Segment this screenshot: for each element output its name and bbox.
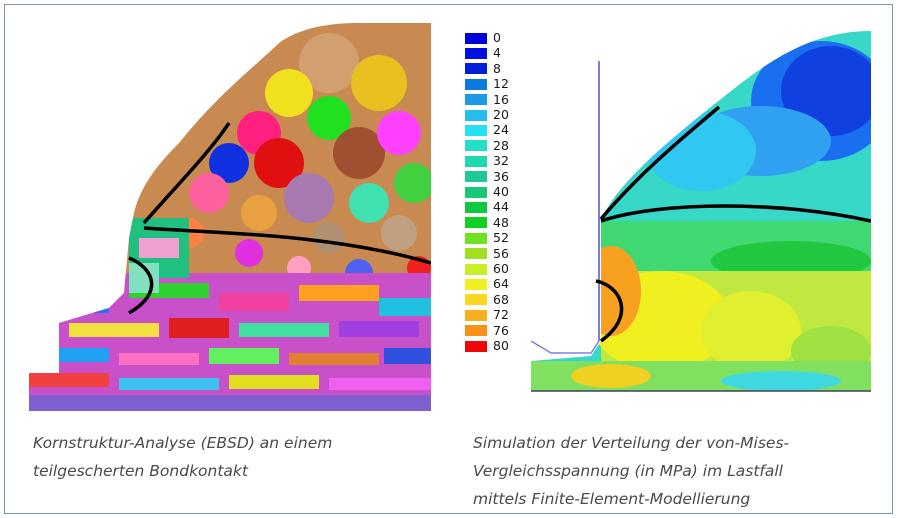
- ebsd-grain-map: [29, 23, 431, 411]
- legend-swatch: [465, 201, 487, 213]
- fem-stress-simulation: [531, 31, 871, 392]
- legend-entry: 4: [465, 46, 527, 60]
- legend-entry: 24: [465, 123, 527, 137]
- legend-label: 56: [493, 245, 509, 261]
- legend-label: 80: [493, 338, 509, 353]
- legend-label: 32: [493, 153, 509, 169]
- legend-swatch: [465, 63, 487, 75]
- legend-label: 68: [493, 291, 509, 307]
- legend-entry: 16: [465, 91, 527, 107]
- legend-label: 48: [493, 214, 509, 230]
- legend-entry: 0: [465, 31, 527, 45]
- legend-swatch: [465, 278, 487, 290]
- legend-swatch: [465, 32, 487, 44]
- legend-swatch: [465, 124, 487, 136]
- legend-entry: 68: [465, 291, 527, 307]
- legend-label: 60: [493, 261, 509, 276]
- legend-label: 24: [493, 122, 509, 138]
- stress-legend: 0 4 8 12 16 20 24 28 32 36 40 44 48 52 56 60 64 68 72 76 80: [465, 31, 527, 356]
- legend-entry: 12: [465, 77, 527, 91]
- legend-label: 16: [493, 91, 509, 107]
- caption-ebsd: Kornstruktur-Analyse (EBSD) an einem tei…: [33, 434, 333, 480]
- legend-label: 44: [493, 199, 509, 215]
- legend-entry: 60: [465, 262, 527, 276]
- legend-label: 36: [493, 168, 509, 184]
- legend-swatch: [465, 340, 487, 352]
- legend-label: 8: [493, 60, 501, 76]
- legend-entry: 52: [465, 231, 527, 245]
- legend-entry: 64: [465, 277, 527, 291]
- legend-label: 40: [493, 184, 509, 199]
- legend-entry: 20: [465, 108, 527, 122]
- legend-entry: 32: [465, 154, 527, 168]
- legend-entry: 72: [465, 308, 527, 322]
- legend-entry: 28: [465, 137, 527, 153]
- legend-entry: 80: [465, 339, 527, 353]
- legend-entry: 40: [465, 185, 527, 199]
- legend-swatch: [465, 263, 487, 275]
- legend-label: 12: [493, 76, 509, 92]
- legend-entry: 48: [465, 214, 527, 230]
- figure-frame: 0 4 8 12 16 20 24 28 32 36 40 44 48 52 56 60 64 68 72 76 80: [4, 4, 893, 514]
- legend-entry: 8: [465, 60, 527, 76]
- legend-label: 76: [493, 322, 509, 338]
- legend-entry: 36: [465, 168, 527, 184]
- legend-swatch: [465, 309, 487, 321]
- legend-swatch: [465, 47, 487, 59]
- legend-swatch: [465, 94, 487, 106]
- caption-fem: Simulation der Verteilung der von-Mises-…: [473, 434, 790, 508]
- legend-label: 72: [493, 307, 509, 323]
- legend-swatch: [465, 171, 487, 183]
- legend-swatch: [465, 186, 487, 198]
- legend-label: 28: [493, 137, 509, 153]
- legend-swatch: [465, 155, 487, 167]
- legend-swatch: [465, 78, 487, 90]
- legend-entry: 56: [465, 245, 527, 261]
- legend-swatch: [465, 109, 487, 121]
- legend-label: 0: [493, 30, 501, 45]
- legend-label: 4: [493, 45, 501, 61]
- legend-label: 64: [493, 276, 509, 292]
- legend-swatch: [465, 325, 487, 337]
- legend-swatch: [465, 294, 487, 306]
- legend-label: 52: [493, 230, 509, 246]
- legend-label: 20: [493, 107, 509, 122]
- legend-swatch: [465, 140, 487, 152]
- legend-swatch: [465, 232, 487, 244]
- legend-swatch: [465, 217, 487, 229]
- legend-entry: 76: [465, 322, 527, 338]
- legend-entry: 44: [465, 200, 527, 214]
- legend-swatch: [465, 248, 487, 260]
